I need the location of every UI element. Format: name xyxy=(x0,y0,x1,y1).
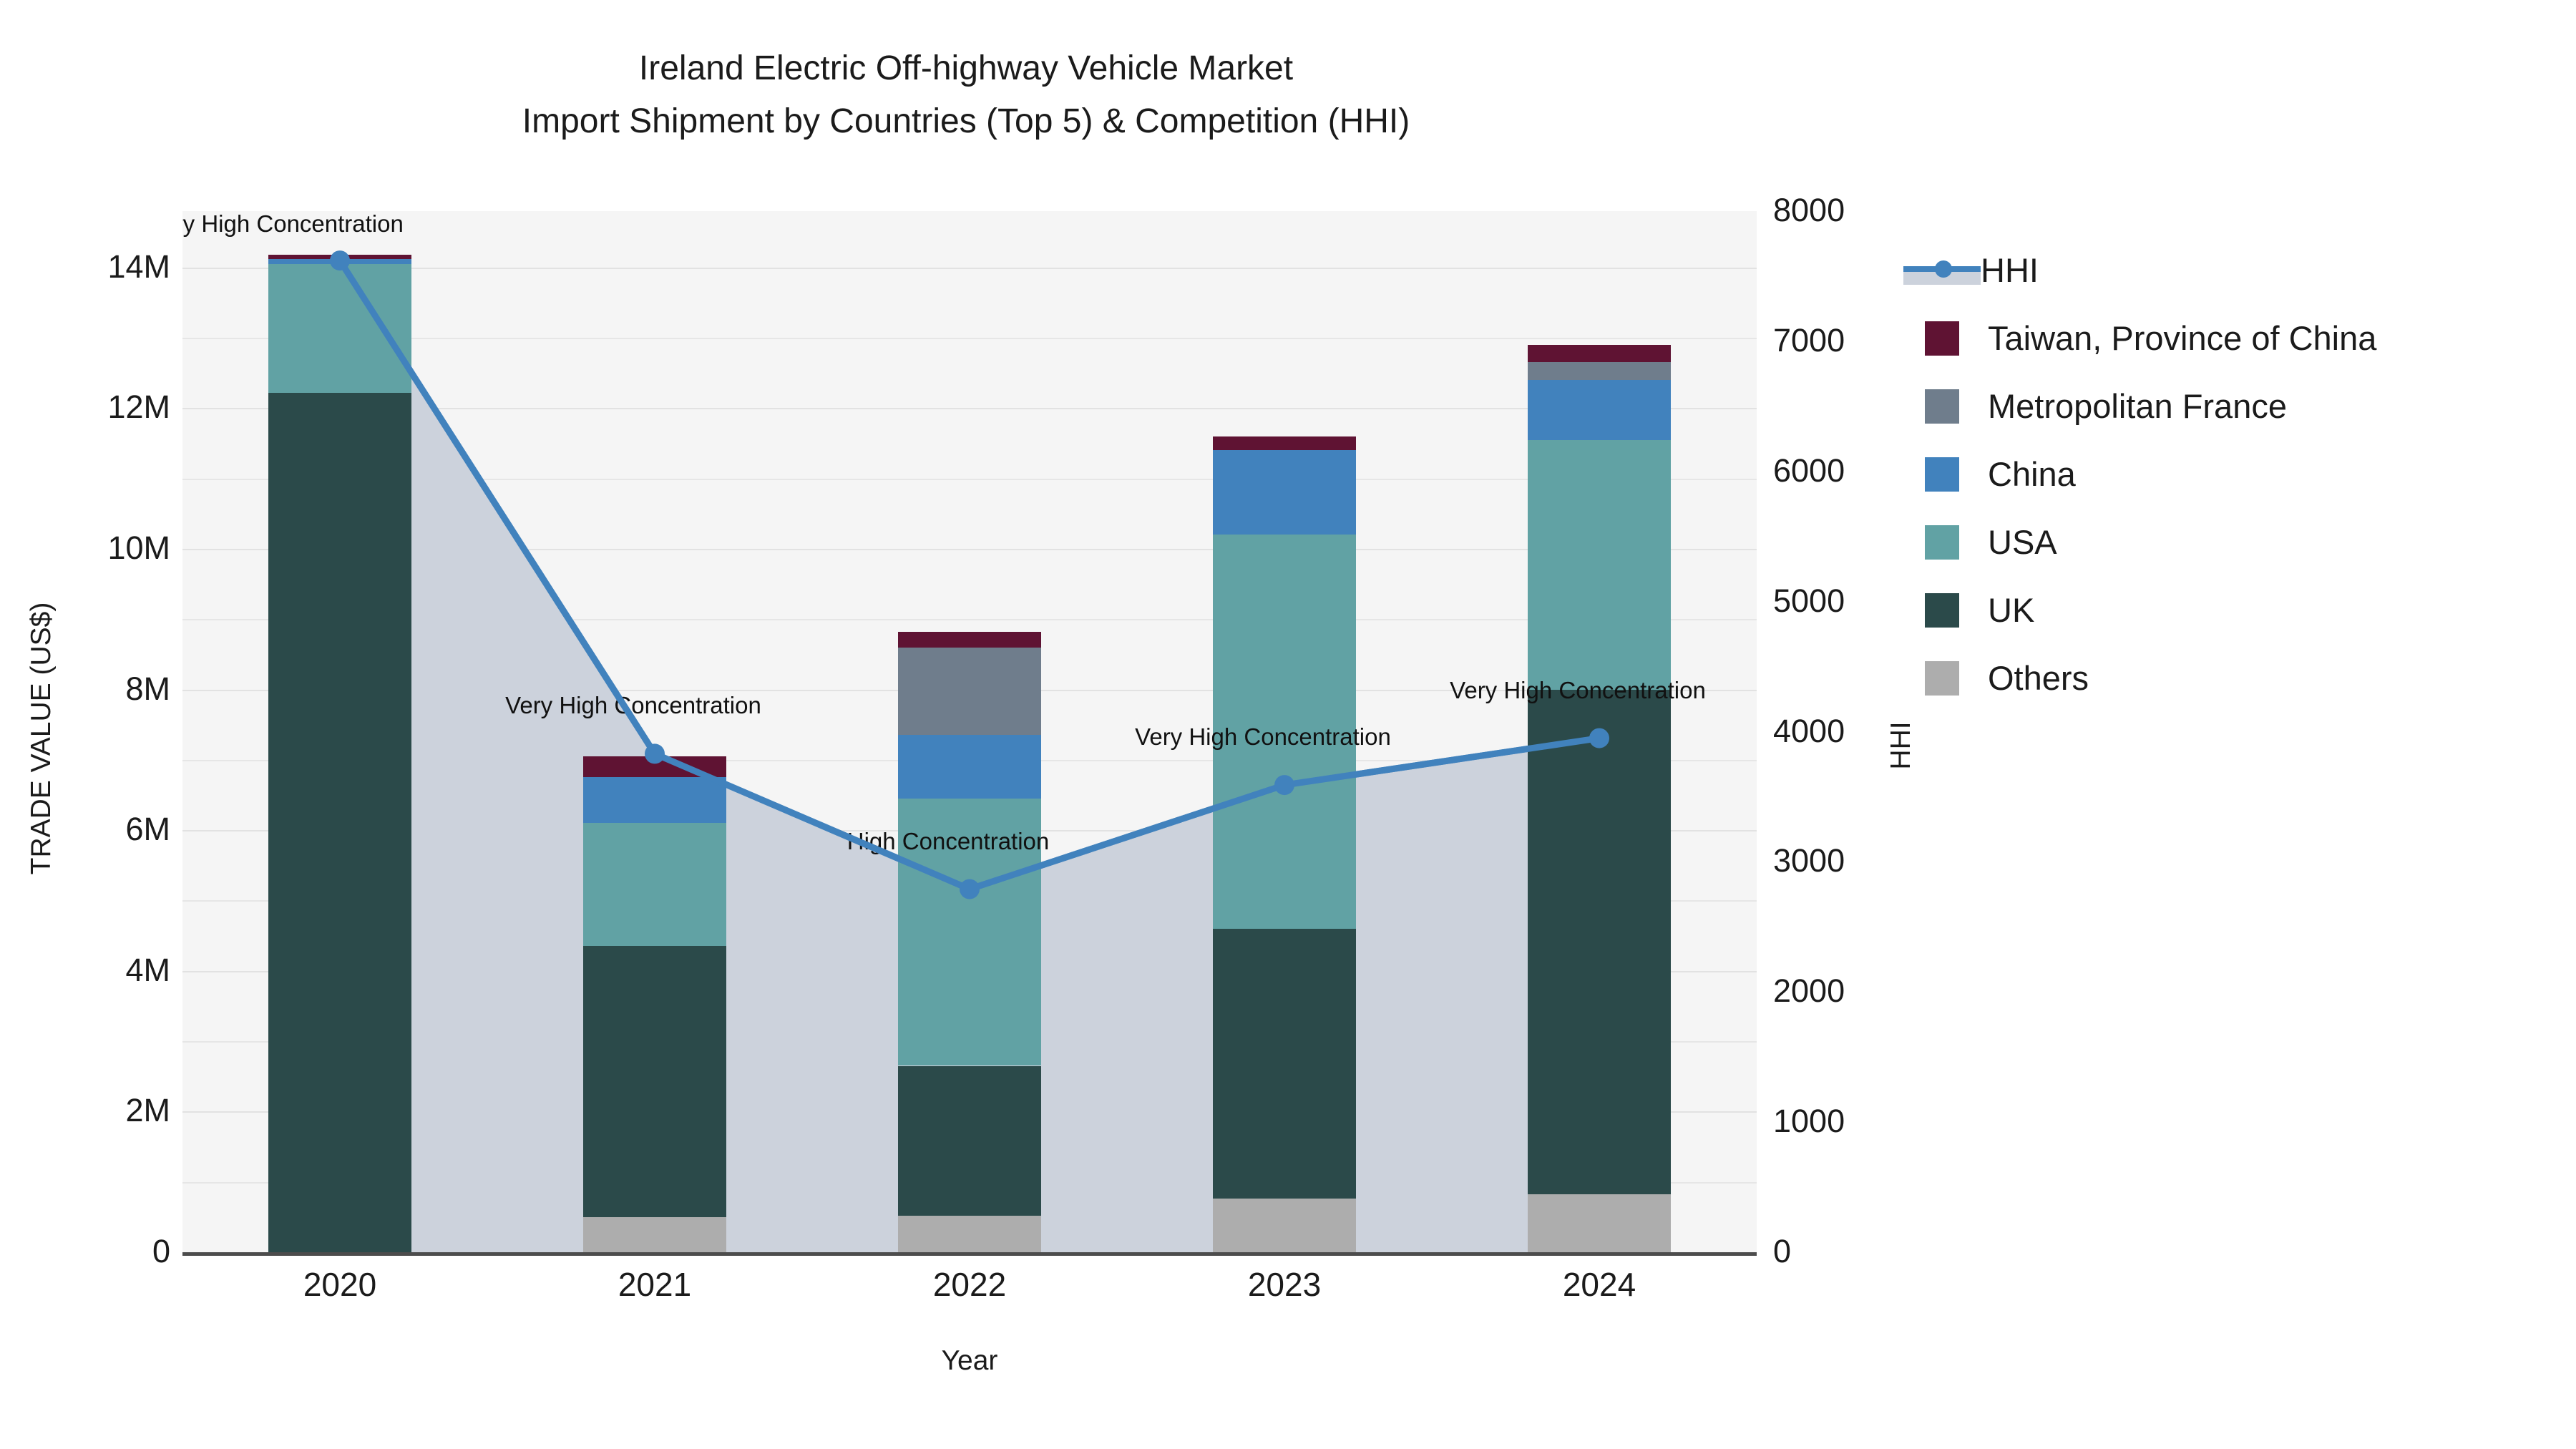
legend-item-label: China xyxy=(1988,455,2076,493)
legend-item-metropolitan-france[interactable]: Metropolitan France xyxy=(1925,372,2555,440)
y-axis-left-tick-label: 14M xyxy=(107,248,170,285)
concentration-annotation: Very High Concentration xyxy=(505,692,761,719)
legend-dot xyxy=(1935,260,1952,278)
y-axis-right-tick-label: 2000 xyxy=(1773,972,1845,1010)
bar-segment[interactable] xyxy=(583,1216,726,1252)
legend-item-label: UK xyxy=(1988,591,2035,629)
legend-item-uk[interactable]: UK xyxy=(1925,576,2555,644)
bar-segment[interactable] xyxy=(898,647,1041,736)
gridline xyxy=(182,337,1757,339)
y-axis-right-tick-label: 1000 xyxy=(1773,1103,1845,1140)
legend-item-label: USA xyxy=(1988,523,2057,561)
hhi-point-marker[interactable] xyxy=(1589,728,1609,748)
y-axis-left-tick-label: 10M xyxy=(107,529,170,566)
bar-segment[interactable] xyxy=(268,263,411,393)
bar-segment[interactable] xyxy=(1528,1194,1671,1252)
x-axis-tick-label: 2022 xyxy=(932,1266,1007,1303)
y-axis-left-tick-label: 2M xyxy=(125,1092,170,1129)
y-axis-left-tick-label: 0 xyxy=(152,1233,170,1269)
bar-segment[interactable] xyxy=(898,1215,1041,1252)
bar-stack-2024[interactable] xyxy=(1528,211,1671,1252)
plot-area: Very High Concentration Very High Concent… xyxy=(182,211,1757,1252)
gridline xyxy=(182,619,1757,621)
bar-segment[interactable] xyxy=(1213,450,1356,535)
concentration-annotation: Very High Concentration xyxy=(1450,676,1706,703)
color-swatch-icon xyxy=(1925,457,1959,492)
bar-segment[interactable] xyxy=(1528,439,1671,690)
bar-segment[interactable] xyxy=(1528,362,1671,380)
y-axis-left-tick-label: 4M xyxy=(125,951,170,988)
bar-segment[interactable] xyxy=(268,392,411,1252)
legend-item-label: Others xyxy=(1988,659,2089,697)
y-axis-left-title: TRADE VALUE (US$) xyxy=(26,602,57,875)
gridline xyxy=(182,548,1757,550)
gridline xyxy=(182,478,1757,480)
bar-segment[interactable] xyxy=(898,798,1041,1066)
hhi-line-top xyxy=(337,258,1600,893)
x-axis-line xyxy=(182,1252,1757,1256)
gridline xyxy=(182,267,1757,269)
y-axis-right-tick-label: 6000 xyxy=(1773,452,1845,489)
legend-item-others[interactable]: Others xyxy=(1925,644,2555,712)
bar-stack-2022[interactable] xyxy=(898,211,1041,1252)
color-swatch-icon xyxy=(1925,660,1959,696)
bar-segment[interactable] xyxy=(583,823,726,947)
bar-segment[interactable] xyxy=(898,631,1041,648)
y-axis-left-tick-label: 6M xyxy=(125,811,170,848)
y-axis-right-tick-label: 8000 xyxy=(1773,192,1845,228)
x-axis-tick-label: 2024 xyxy=(1562,1266,1636,1303)
bar-segment[interactable] xyxy=(1528,689,1671,1195)
x-axis-tick-label: 2023 xyxy=(1247,1266,1322,1303)
y-axis-right-title: HHI xyxy=(1885,721,1916,770)
y-axis-right-tick-label: 7000 xyxy=(1773,321,1845,358)
y-axis-left-tick-label: 8M xyxy=(125,670,170,707)
legend: HHI Taiwan, Province of China Metropolitan… xyxy=(1903,236,2555,712)
bar-segment[interactable] xyxy=(1528,344,1671,363)
x-axis-title: Year xyxy=(941,1345,998,1376)
color-swatch-icon xyxy=(1925,321,1959,356)
bar-segment[interactable] xyxy=(898,735,1041,799)
color-swatch-icon xyxy=(1925,592,1959,628)
legend-item-label: Taiwan, Province of China xyxy=(1988,319,2377,357)
bar-segment[interactable] xyxy=(1213,535,1356,929)
chart-title-line-1: Ireland Electric Off-highway Vehicle Mar… xyxy=(638,49,1294,87)
color-swatch-icon xyxy=(1925,525,1959,560)
concentration-annotation: Very High Concentration xyxy=(182,211,404,238)
hhi-point-marker[interactable] xyxy=(1274,775,1294,796)
hhi-point-marker[interactable] xyxy=(960,879,980,899)
line-marker-icon xyxy=(1903,256,1981,285)
legend-item-hhi[interactable]: HHI xyxy=(1903,236,2555,304)
legend-item-label: HHI xyxy=(1981,251,2039,289)
bar-segment[interactable] xyxy=(898,1065,1041,1216)
bar-segment[interactable] xyxy=(583,946,726,1217)
concentration-annotation: Very High Concentration xyxy=(1135,723,1391,751)
legend-item-usa[interactable]: USA xyxy=(1925,508,2555,576)
color-swatch-icon xyxy=(1925,389,1959,424)
y-axis-right-tick-label: 3000 xyxy=(1773,842,1845,879)
chart-title: Ireland Electric Off-highway Vehicle Mar… xyxy=(0,52,1932,139)
bar-segment[interactable] xyxy=(1528,379,1671,440)
bar-segment[interactable] xyxy=(583,777,726,824)
gridline xyxy=(182,408,1757,410)
legend-item-taiwan-province-of-china[interactable]: Taiwan, Province of China xyxy=(1925,304,2555,372)
y-axis-right-tick-label: 4000 xyxy=(1773,712,1845,749)
x-axis-tick-label: 2020 xyxy=(303,1266,377,1303)
hhi-markers-overlay xyxy=(330,250,1609,899)
x-axis-tick-label: 2021 xyxy=(618,1266,692,1303)
bar-segment[interactable] xyxy=(1213,436,1356,451)
bar-stack-2023[interactable] xyxy=(1213,211,1356,1252)
legend-item-label: Metropolitan France xyxy=(1988,387,2287,425)
bar-segment[interactable] xyxy=(1213,928,1356,1199)
bar-segment[interactable] xyxy=(1213,1199,1356,1252)
hhi-point-marker[interactable] xyxy=(645,743,665,764)
y-axis-left-tick-label: 12M xyxy=(107,389,170,426)
chart-title-line-2: Import Shipment by Countries (Top 5) & C… xyxy=(522,102,1410,140)
y-axis-right-tick-label: 5000 xyxy=(1773,582,1845,619)
y-axis-right-tick-label: 0 xyxy=(1773,1233,1792,1269)
legend-item-china[interactable]: China xyxy=(1925,440,2555,508)
bar-stack-2021[interactable] xyxy=(583,211,726,1252)
hhi-point-marker[interactable] xyxy=(330,250,350,271)
